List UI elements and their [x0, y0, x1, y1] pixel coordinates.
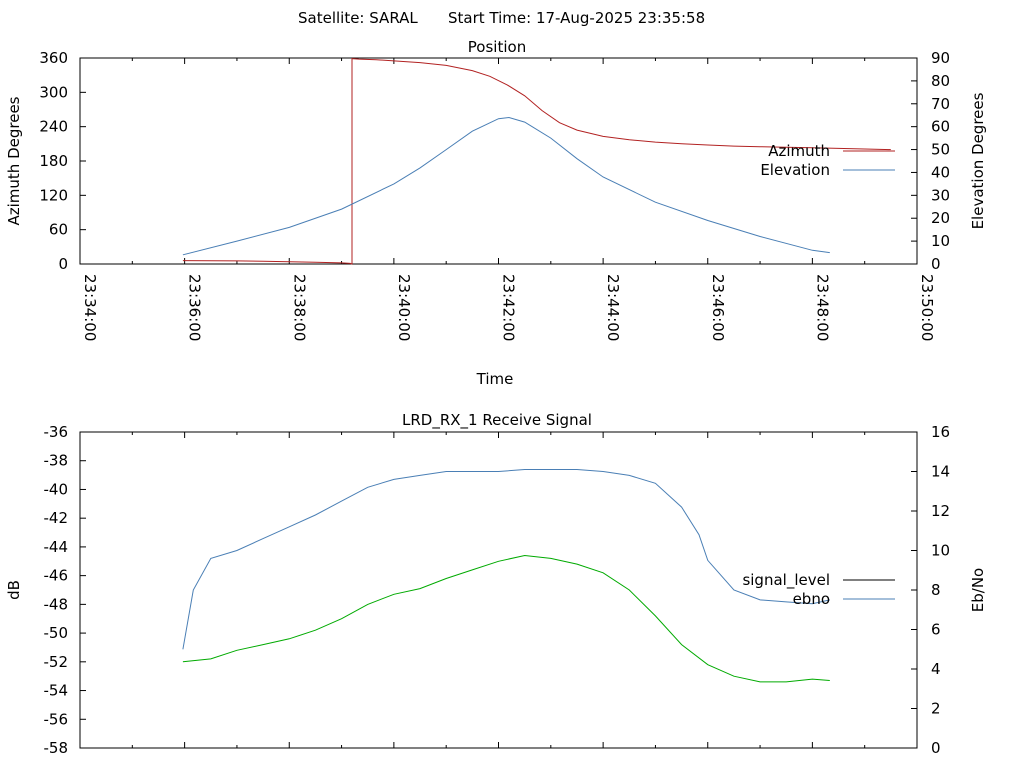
position-ticks: 23:34:00 23:36:00 23:38:00 23:40:00 23:42:00… — [39, 49, 950, 341]
x-tick-label: 23:50:00 — [918, 274, 936, 341]
y-left-tick-label: 240 — [39, 118, 68, 136]
y-left-tick-label: 60 — [49, 221, 68, 239]
position-elevation-line — [182, 116, 830, 256]
y-right-tick-label: 4 — [931, 660, 941, 678]
position-y-left-label: Azimuth Degrees — [5, 96, 23, 225]
legend-ebno-label: ebno — [793, 590, 830, 608]
y-right-tick-label: 14 — [931, 463, 950, 481]
signal-title: LRD_RX_1 Receive Signal — [402, 411, 592, 430]
position-azimuth-line — [182, 58, 891, 265]
x-tick-label: 23:42:00 — [500, 274, 518, 341]
header-satellite: Satellite: SARAL — [298, 9, 418, 27]
y-right-tick-label: 90 — [931, 49, 950, 67]
y-right-tick-label: 0 — [931, 739, 941, 757]
position-x-label: Time — [476, 370, 514, 388]
y-left-tick-label: -54 — [44, 682, 69, 700]
y-left-tick-label: -58 — [44, 739, 69, 757]
signal-series — [182, 469, 830, 683]
position-legend: Azimuth Elevation — [760, 142, 895, 179]
y-left-tick-label: -40 — [44, 480, 69, 498]
y-right-tick-label: 6 — [931, 621, 941, 639]
y-right-tick-label: 2 — [931, 700, 941, 718]
signal-ebno-line — [182, 469, 830, 650]
y-right-tick-label: 30 — [931, 186, 950, 204]
y-right-tick-label: 8 — [931, 581, 941, 599]
legend-azimuth-label: Azimuth — [768, 142, 830, 160]
y-left-tick-label: -44 — [44, 538, 69, 556]
legend-elevation-label: Elevation — [760, 161, 830, 179]
y-left-tick-label: -36 — [44, 423, 69, 441]
x-tick-label: 23:38:00 — [290, 274, 308, 341]
position-title: Position — [468, 38, 526, 56]
y-left-tick-label: -50 — [44, 624, 69, 642]
x-tick-label: 23:46:00 — [709, 274, 727, 341]
y-left-tick-label: 360 — [39, 49, 68, 67]
y-right-tick-label: 10 — [931, 232, 950, 250]
position-chart: Position 23:34:00 23:36:00 23:38:00 23:40:0… — [5, 38, 987, 388]
position-series — [182, 58, 891, 265]
y-left-tick-label: 180 — [39, 152, 68, 170]
x-tick-label: 23:36:00 — [186, 274, 204, 341]
signal-plot-frame — [79, 431, 918, 749]
position-y-right-label: Elevation Degrees — [969, 92, 987, 229]
y-right-tick-label: 0 — [931, 255, 941, 273]
legend-signal-level-label: signal_level — [742, 571, 830, 590]
signal-series-2-line — [182, 554, 830, 683]
y-left-tick-label: -42 — [44, 509, 69, 527]
y-right-tick-label: 70 — [931, 95, 950, 113]
x-tick-label: 23:44:00 — [604, 274, 622, 341]
signal-legend: signal_level ebno — [742, 571, 895, 608]
y-left-tick-label: -52 — [44, 653, 69, 671]
y-right-tick-label: 80 — [931, 72, 950, 90]
signal-chart: LRD_RX_1 Receive Signal -58-56-54-52-50-… — [5, 411, 987, 757]
y-right-tick-label: 10 — [931, 542, 950, 560]
y-right-tick-label: 20 — [931, 209, 950, 227]
y-left-tick-label: -56 — [44, 710, 69, 728]
y-right-tick-label: 16 — [931, 423, 950, 441]
y-left-tick-label: -46 — [44, 567, 69, 585]
y-right-tick-label: 12 — [931, 502, 950, 520]
y-left-tick-label: -38 — [44, 452, 69, 470]
signal-y-right-label: Eb/No — [969, 568, 987, 612]
y-left-tick-label: 0 — [58, 255, 68, 273]
signal-ticks: -58 -56 -54 -52 -50 -48 -46 -44 -42 -40 -38 -36 0 2 4 6… — [44, 423, 951, 757]
header-start-time: Start Time: 17-Aug-2025 23:35:58 — [448, 9, 705, 27]
x-tick-label: 23:34:00 — [81, 274, 99, 341]
y-left-tick-label: -48 — [44, 595, 69, 613]
y-right-tick-label: 60 — [931, 118, 950, 136]
y-left-tick-label: 120 — [39, 186, 68, 204]
x-tick-label: 23:48:00 — [813, 274, 831, 341]
y-right-tick-label: 40 — [931, 163, 950, 181]
signal-y-left-label: dB — [5, 580, 23, 600]
y-left-tick-label: 300 — [39, 83, 68, 101]
x-tick-label: 23:40:00 — [395, 274, 413, 341]
y-right-tick-label: 50 — [931, 141, 950, 159]
